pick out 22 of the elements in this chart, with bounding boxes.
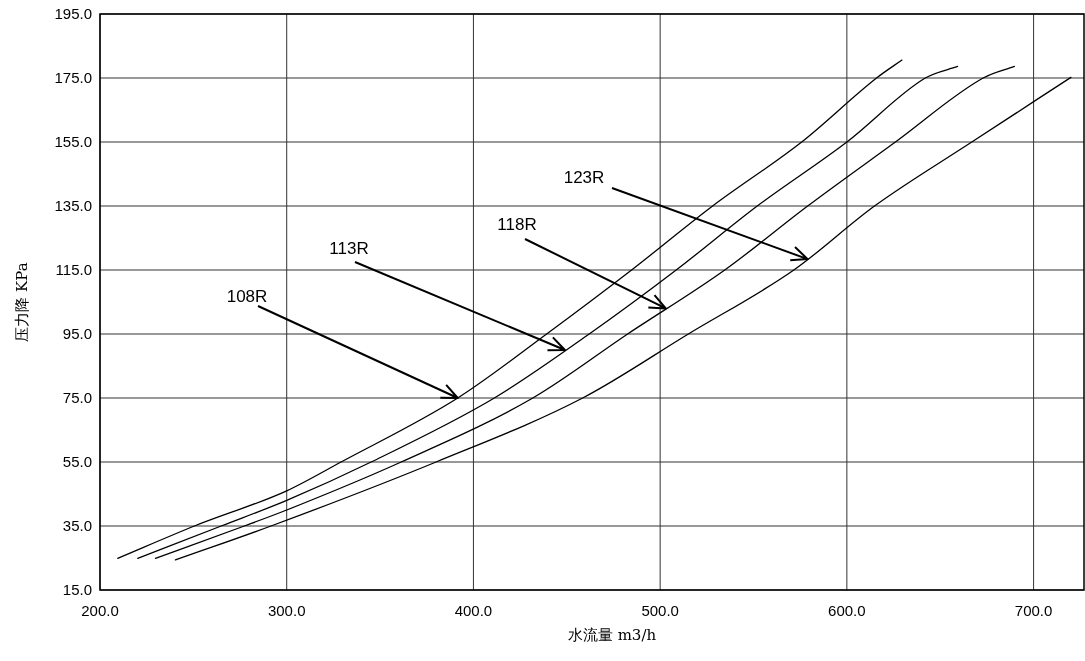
annotation: 113R	[329, 239, 369, 258]
x-tick-label: 700.0	[1014, 602, 1053, 619]
x-tick-label: 200.0	[81, 602, 119, 619]
x-tick-label: 300.0	[267, 602, 306, 619]
y-tick-label: 175.0	[54, 69, 92, 86]
annotation: 118R	[497, 215, 537, 234]
y-tick-label: 155.0	[54, 133, 92, 150]
y-tick-label: 195.0	[54, 5, 92, 22]
y-tick-label: 35.0	[62, 517, 92, 534]
x-axis-title: 水流量 m3/h	[567, 626, 657, 644]
y-tick-label: 115.0	[55, 261, 92, 278]
y-axis-title: 压力降 KPa	[13, 262, 31, 342]
y-tick-label: 55.0	[62, 453, 92, 470]
y-tick-label: 95.0	[62, 325, 92, 342]
x-tick-label: 600.0	[828, 602, 866, 619]
y-tick-label: 135.0	[54, 197, 92, 214]
annotation: 108R	[226, 287, 268, 306]
x-tick-label: 400.0	[454, 602, 493, 619]
annotation: 123R	[563, 168, 605, 187]
x-tick-label: 500.0	[641, 602, 679, 619]
y-tick-label: 75.0	[62, 389, 92, 406]
y-tick-label: 15.0	[62, 581, 92, 598]
